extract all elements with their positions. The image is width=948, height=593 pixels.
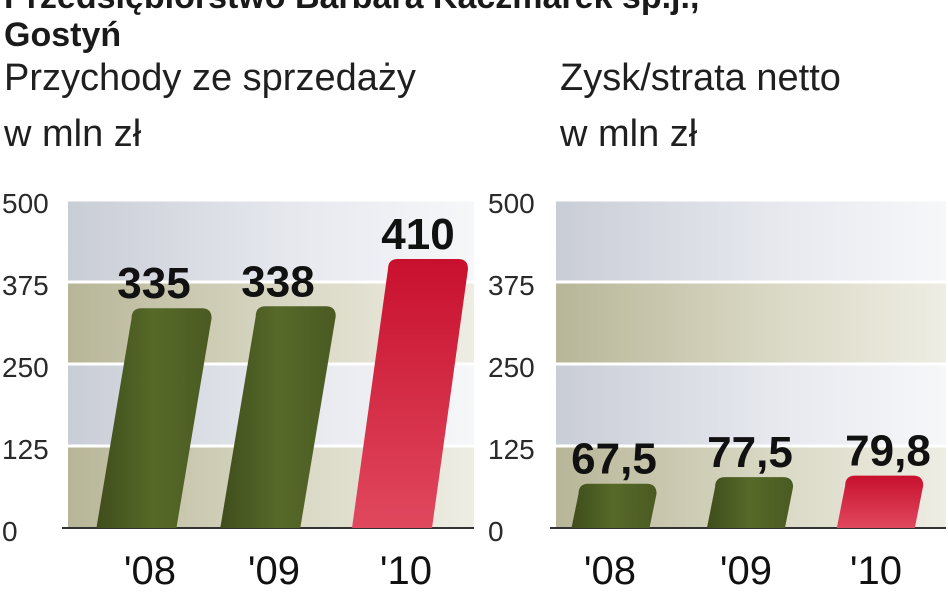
company-name-line1: Przedsiębiorstwo Barbara Kaczmarek sp.j.…: [4, 0, 699, 16]
profit-plot-band: [556, 200, 946, 282]
profit-y-tick-label: 0: [488, 516, 504, 547]
profit-chart: 0 125 250 375 500 67,5 '08 77,5 '09 79,8 '10: [488, 188, 946, 593]
revenue-bar-1: [96, 308, 212, 528]
profit-y-tick-label: 375: [488, 270, 535, 301]
revenue-category-label-2: '09: [248, 549, 300, 593]
revenue-chart-title-line1: Przychody ze sprzedaży: [4, 57, 416, 99]
revenue-y-tick-label: 250: [2, 352, 49, 383]
revenue-y-tick-label: 375: [2, 270, 49, 301]
profit-value-label-3: 79,8: [845, 427, 931, 476]
profit-bar-2: [706, 477, 794, 528]
profit-value-label-1: 67,5: [571, 435, 657, 484]
profit-category-label-1: '08: [584, 549, 636, 593]
revenue-y-tick-label: 500: [2, 188, 49, 219]
profit-value-label-2: 77,5: [707, 428, 793, 477]
profit-plot-band: [556, 282, 946, 364]
profit-category-label-2: '09: [720, 549, 772, 593]
profit-chart-unit: w mln zł: [560, 113, 698, 155]
revenue-bar-2: [220, 306, 336, 528]
revenue-bar-3: [352, 259, 468, 528]
revenue-value-label-1: 335: [117, 259, 190, 308]
revenue-y-tick-label: 0: [2, 516, 18, 547]
revenue-y-tick-label: 125: [2, 434, 49, 465]
revenue-value-label-2: 338: [241, 257, 314, 306]
profit-bar-1: [571, 483, 657, 528]
profit-chart-title: Zysk/strata netto w mln zł: [560, 50, 841, 162]
revenue-chart-unit: w mln zł: [4, 113, 142, 155]
profit-y-tick-label: 250: [488, 352, 535, 383]
profit-chart-title-line1: Zysk/strata netto: [560, 57, 841, 99]
profit-plot-band: [556, 364, 946, 446]
revenue-value-label-3: 410: [381, 210, 454, 259]
profit-category-label-3: '10: [850, 549, 902, 593]
revenue-chart-title: Przychody ze sprzedaży w mln zł: [4, 50, 416, 162]
revenue-chart: 0 125 250 375 500 335 '08 338 '09 410 '10: [2, 188, 474, 593]
company-name-line2: Gostyń: [4, 16, 122, 54]
company-name: Przedsiębiorstwo Barbara Kaczmarek sp.j.…: [4, 0, 699, 54]
profit-y-tick-label: 500: [488, 188, 535, 219]
profit-bar-3: [836, 475, 924, 528]
profit-y-tick-label: 125: [488, 434, 535, 465]
revenue-category-label-1: '08: [124, 549, 176, 593]
revenue-category-label-3: '10: [380, 549, 432, 593]
